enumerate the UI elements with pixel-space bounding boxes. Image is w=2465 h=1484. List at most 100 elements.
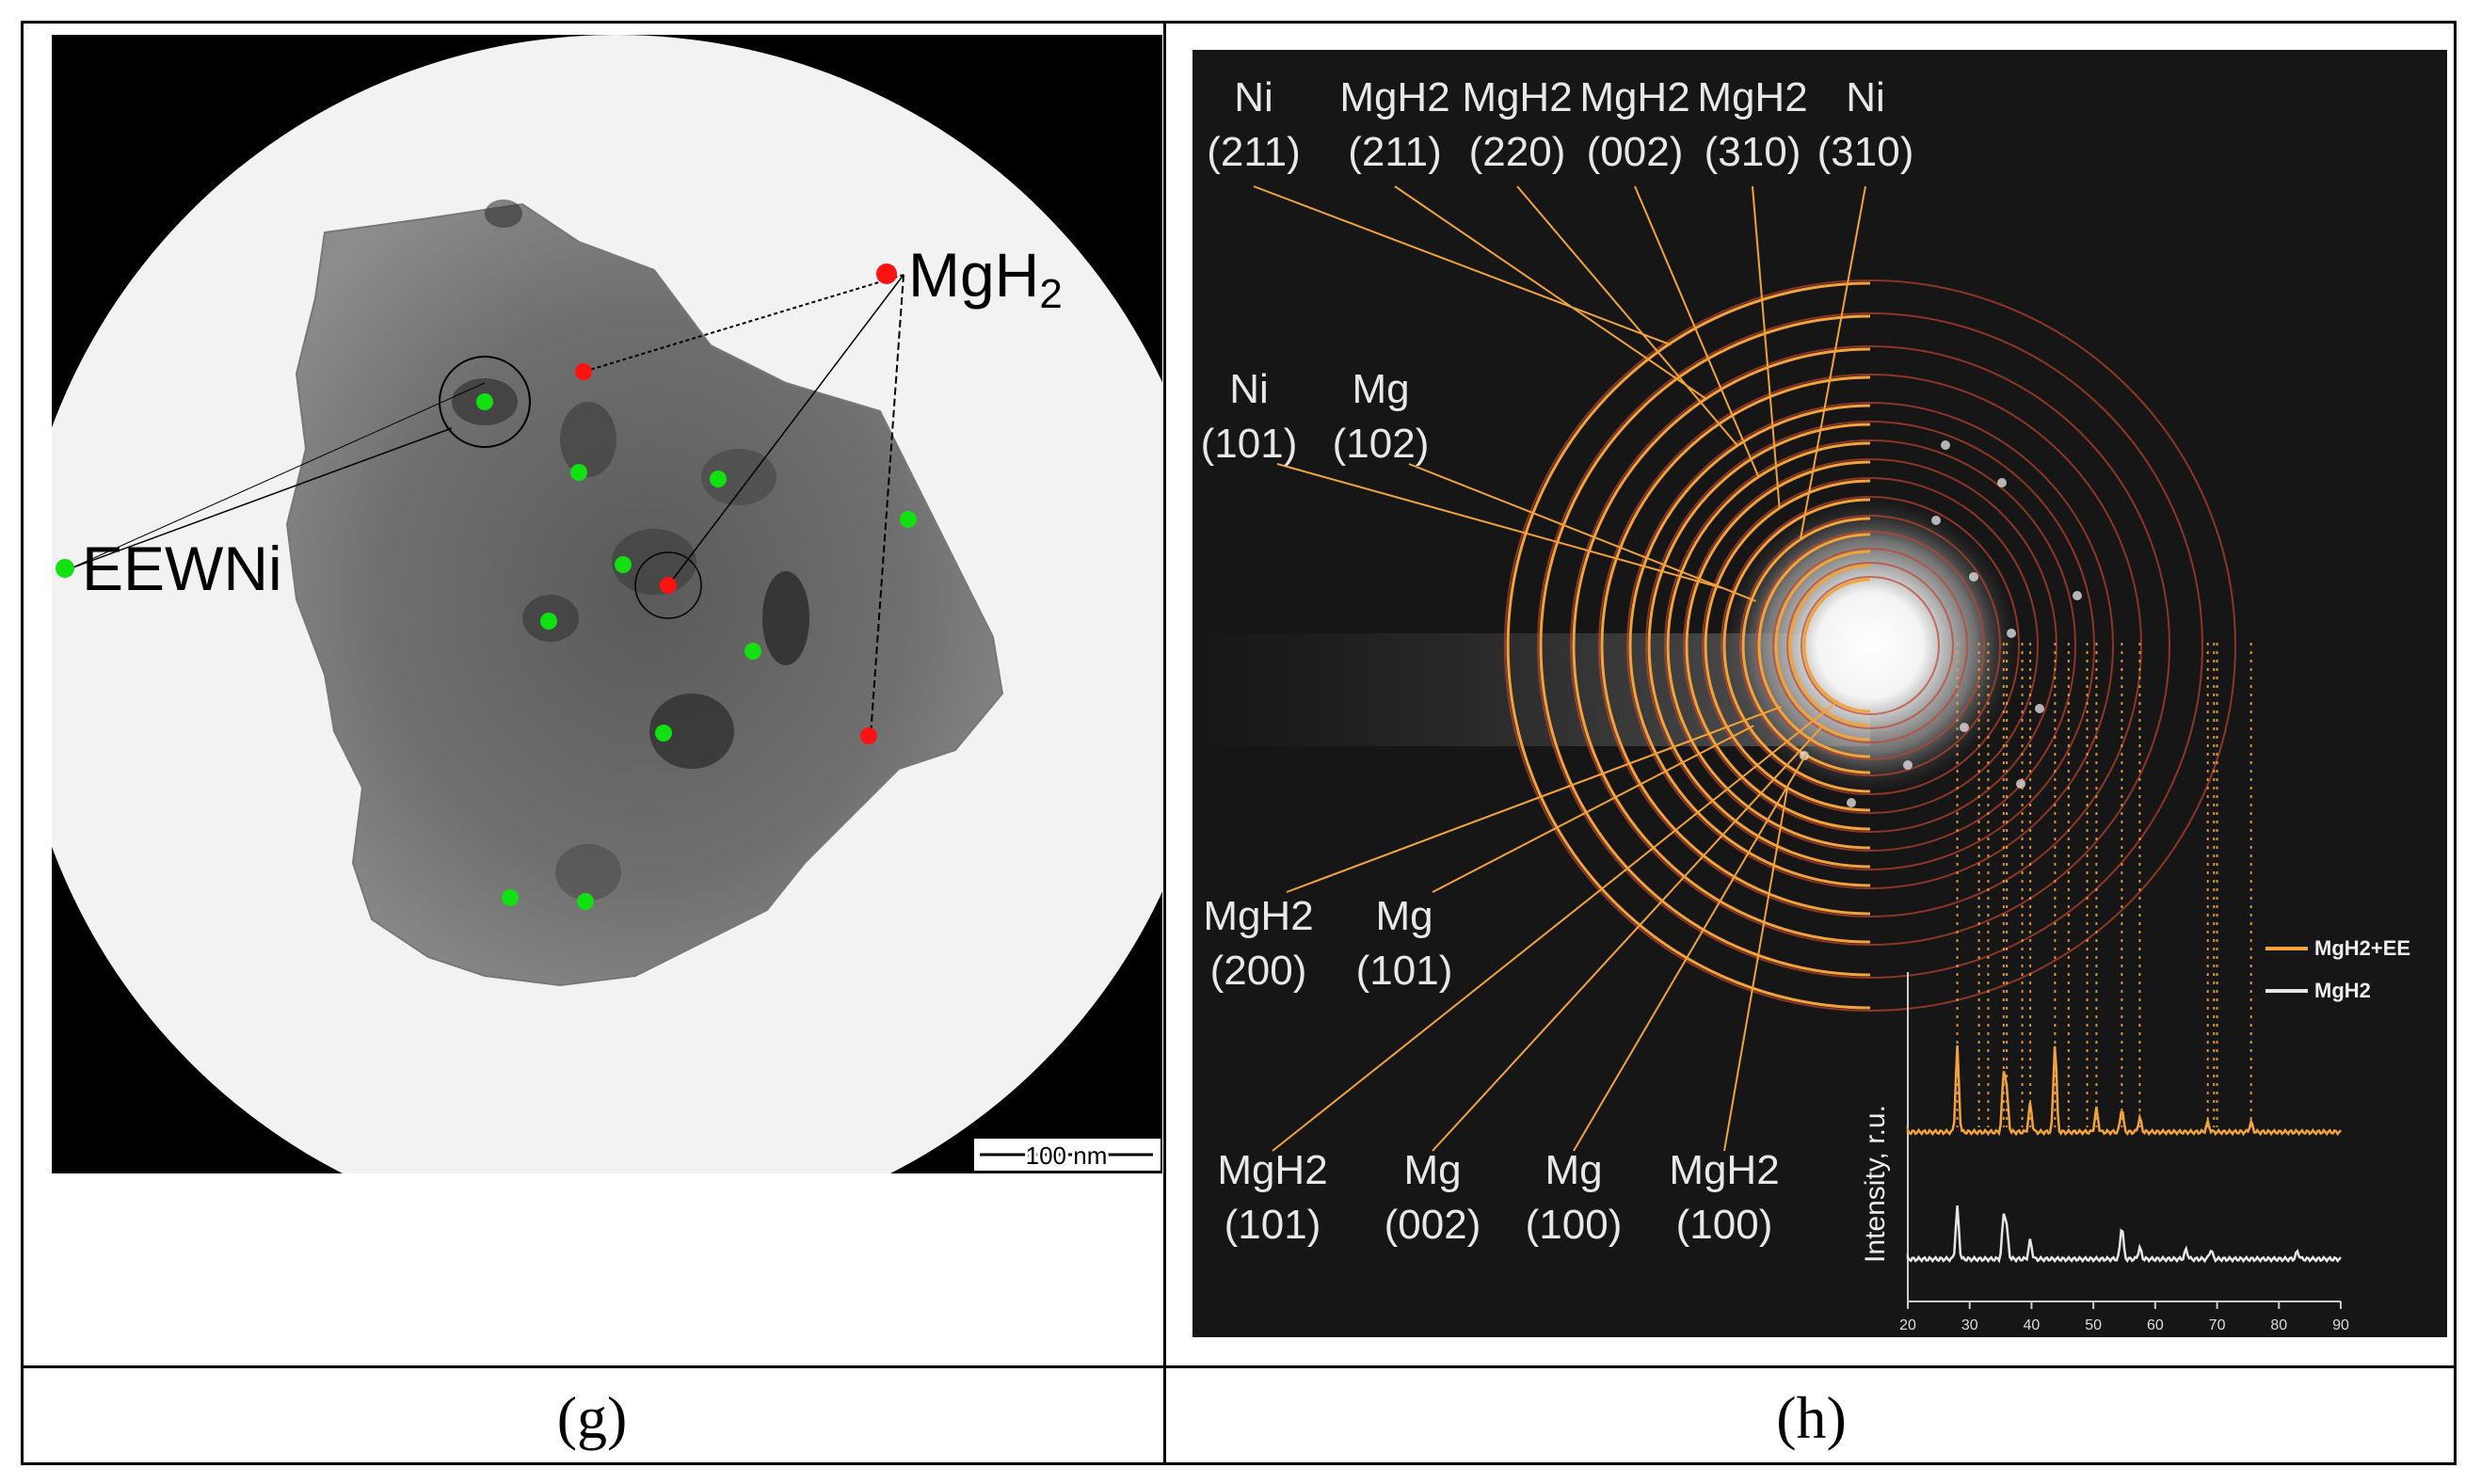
xrd-tick-label: 20 xyxy=(1899,1317,1916,1333)
panel-g-tem-image: MgH2 EEWNi 100 nm xyxy=(14,35,1219,1239)
mgh2-label: MgH2 xyxy=(908,240,1063,317)
svg-text:(002): (002) xyxy=(1385,1202,1481,1248)
xrd-tick-label: 30 xyxy=(1961,1317,1978,1333)
svg-text:Ni: Ni xyxy=(1229,366,1269,412)
ring-label: MgH2 (002) xyxy=(1579,74,1689,175)
faint-ring xyxy=(1645,421,2095,870)
xrd-tick-label: 60 xyxy=(2147,1317,2164,1333)
table-divider-vertical xyxy=(1163,21,1166,1465)
green-markers xyxy=(56,393,917,910)
ring-label: Mg (101) xyxy=(1356,893,1453,994)
red-markers xyxy=(575,263,897,744)
svg-text:MgH2: MgH2 xyxy=(1203,893,1313,939)
figure-table xyxy=(21,21,2457,1465)
faint-ring xyxy=(1721,496,2020,795)
faint-ring xyxy=(1739,515,2001,776)
ring-label: MgH2 (220) xyxy=(1462,74,1572,175)
table-divider-horizontal xyxy=(21,1365,2457,1368)
faint-ring xyxy=(1786,562,1954,729)
leader-lines xyxy=(1253,185,1866,1152)
svg-text:100 nm: 100 nm xyxy=(1026,1141,1108,1170)
svg-text:MgH2: MgH2 xyxy=(1579,74,1689,120)
ring-arc xyxy=(1802,578,1871,713)
xrd-tick-label: 70 xyxy=(2209,1317,2226,1333)
ring-arc xyxy=(1539,314,1871,977)
svg-text:Ni: Ni xyxy=(1234,74,1273,120)
ring-label: MgH2 (101) xyxy=(1217,1147,1327,1248)
diffraction-spot xyxy=(1969,572,1978,582)
svg-text:Ni: Ni xyxy=(1846,74,1885,120)
scale-bar: 100 nm xyxy=(974,1139,1160,1173)
ring-arc xyxy=(1741,517,1871,774)
ring-arc xyxy=(1757,533,1871,758)
svg-text:(310): (310) xyxy=(1705,129,1801,175)
ring-label: Ni (310) xyxy=(1817,74,1914,175)
faint-rings xyxy=(1504,279,2236,1012)
svg-text:(200): (200) xyxy=(1210,948,1307,994)
faint-ring xyxy=(1772,548,1968,743)
svg-text:(211): (211) xyxy=(1348,129,1441,175)
faint-ring xyxy=(1683,458,2057,833)
faint-ring xyxy=(1537,312,2203,979)
ring-arc xyxy=(1774,550,1871,742)
ring-labels: Ni(211)MgH2(211)MgH2(220)MgH2(002)MgH2(3… xyxy=(1201,74,1914,1248)
ring-arc xyxy=(1788,564,1871,727)
svg-text:Mg: Mg xyxy=(1403,1147,1461,1193)
svg-text:(101): (101) xyxy=(1201,421,1298,467)
xrd-inset: 20 30 40 50 60 70 80 90 2θ, degrees Intensity, r.… xyxy=(1860,643,2410,1364)
panel-h-saed-pattern: Ni (211) MgH2 (211) MgH2 (220) MgH2 (002) MgH2 (3… xyxy=(1192,50,2447,1364)
caption-g: (g) xyxy=(556,1384,628,1451)
ring-arc xyxy=(1572,347,1871,944)
diffraction-rings xyxy=(1506,281,2082,1010)
ring-label: MgH2 (211) xyxy=(1339,74,1449,175)
faint-ring xyxy=(1755,531,1985,760)
svg-text:MgH2: MgH2 xyxy=(1669,1147,1779,1193)
svg-text:(101): (101) xyxy=(1356,948,1453,994)
diffraction-spot xyxy=(1800,751,1809,760)
diffraction-spot xyxy=(1997,478,2007,487)
ring-arc xyxy=(1628,404,1871,887)
faint-ring xyxy=(1570,345,2170,946)
svg-text:(211): (211) xyxy=(1207,129,1300,175)
ring-arc xyxy=(1704,479,1871,812)
svg-text:Mg: Mg xyxy=(1545,1147,1602,1193)
svg-text:(100): (100) xyxy=(1526,1202,1623,1248)
xrd-pattern xyxy=(1906,1045,2342,1137)
svg-text:(102): (102) xyxy=(1333,421,1430,467)
xrd-tick-label: 40 xyxy=(2024,1317,2041,1333)
xrd-ylabel: Intensity, r.u. xyxy=(1860,1105,1891,1263)
diffraction-spot xyxy=(1903,760,1913,770)
diffraction-spot xyxy=(1960,723,1969,732)
xrd-pattern xyxy=(1906,1205,2342,1264)
ring-label: MgH2 (100) xyxy=(1669,1147,1779,1248)
ring-label: Mg (100) xyxy=(1526,1147,1623,1248)
ring-arc xyxy=(1506,281,1871,1010)
faint-ring xyxy=(1598,374,2142,918)
faint-ring xyxy=(1504,279,2236,1012)
diffraction-spot xyxy=(1847,798,1856,807)
ring-label: Mg (102) xyxy=(1333,366,1430,467)
svg-text:(220): (220) xyxy=(1469,129,1566,175)
ring-label: Mg (002) xyxy=(1385,1147,1481,1248)
svg-text:Mg: Mg xyxy=(1375,893,1433,939)
xrd-tick-label: 50 xyxy=(2085,1317,2102,1333)
svg-text:(101): (101) xyxy=(1224,1202,1321,1248)
diffraction-spot xyxy=(2007,629,2016,638)
xrd-tick-label: 90 xyxy=(2332,1317,2349,1333)
ring-arc xyxy=(1647,423,1871,869)
ring-label: Ni (101) xyxy=(1201,366,1298,467)
svg-text:(100): (100) xyxy=(1676,1202,1773,1248)
ring-arc xyxy=(1600,375,1871,916)
legend-mgh2-ee: MgH2+EE xyxy=(2314,936,2410,960)
diffraction-spot xyxy=(1941,440,1950,450)
xrd-tick-label: 80 xyxy=(2270,1317,2287,1333)
faint-ring xyxy=(1626,402,2114,889)
diffraction-spot xyxy=(2016,779,2025,789)
ring-label: MgH2 (310) xyxy=(1697,74,1807,175)
ring-arc xyxy=(1722,498,1871,793)
caption-h: (h) xyxy=(1776,1384,1847,1451)
svg-text:(002): (002) xyxy=(1587,129,1684,175)
ring-label: Ni (211) xyxy=(1207,74,1300,175)
faint-ring xyxy=(1801,576,1940,715)
svg-text:MgH2: MgH2 xyxy=(1217,1147,1327,1193)
